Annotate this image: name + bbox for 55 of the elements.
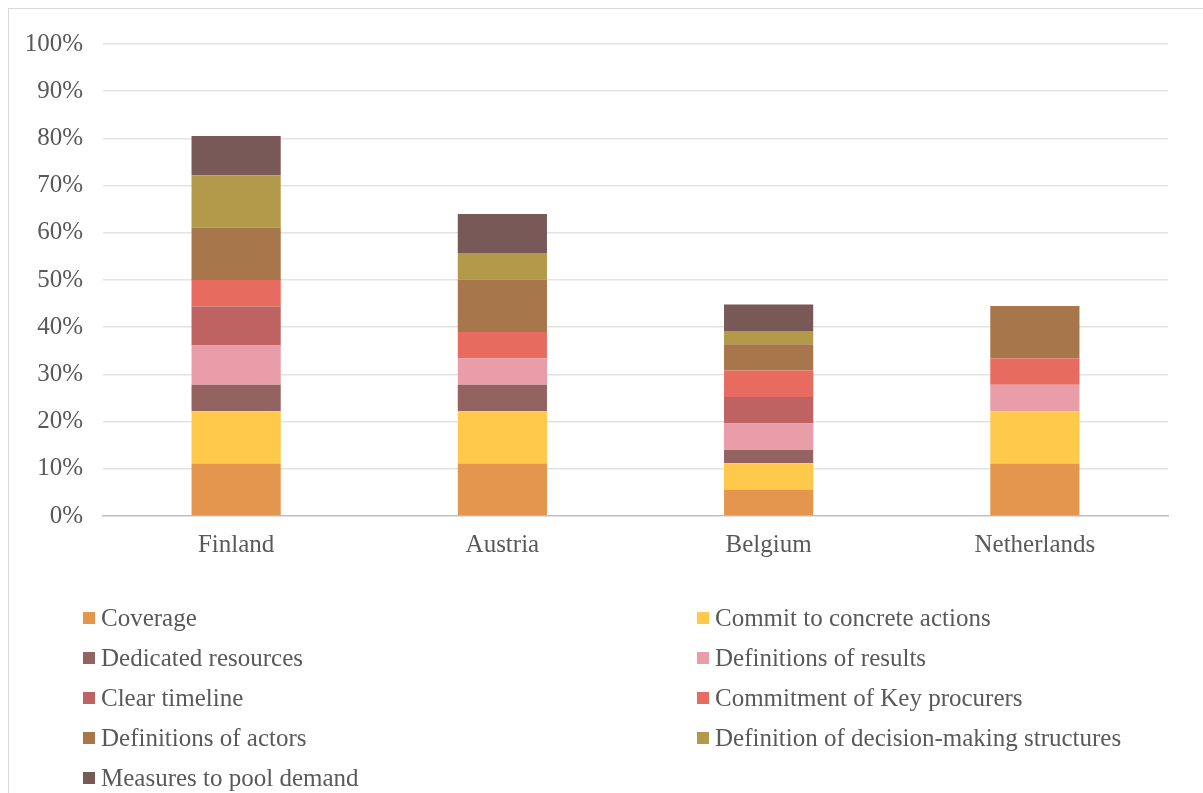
bar — [724, 397, 814, 424]
bar — [457, 213, 547, 254]
bar — [191, 136, 281, 176]
y-tick-label: 100% — [24, 28, 83, 56]
x-tick-label: Finland — [197, 529, 275, 557]
bar — [724, 304, 814, 331]
legend-label: Dedicated resources — [101, 644, 303, 672]
y-tick-label: 40% — [37, 311, 83, 339]
x-tick-label: Netherlands — [974, 529, 1096, 557]
bar — [457, 331, 547, 359]
bar — [191, 384, 281, 412]
bar — [724, 489, 814, 516]
bar — [191, 463, 281, 516]
bar — [457, 358, 547, 385]
legend-label: Commitment of Key procurers — [715, 684, 1023, 712]
bar — [191, 280, 281, 307]
bar — [990, 358, 1080, 385]
bar — [990, 411, 1080, 464]
bar — [724, 449, 814, 464]
bar — [191, 227, 281, 280]
bar — [457, 463, 547, 516]
bar — [191, 175, 281, 228]
bar — [724, 330, 814, 345]
y-tick-label: 50% — [37, 264, 83, 292]
bar — [724, 463, 814, 490]
bar — [724, 344, 814, 371]
legend-label: Commit to concrete actions — [715, 604, 991, 632]
y-tick-label: 0% — [49, 500, 83, 528]
legend-label: Definitions of actors — [101, 724, 307, 752]
bar — [457, 253, 547, 280]
bar — [191, 411, 281, 464]
bar — [457, 279, 547, 332]
x-tick-label: Austria — [465, 529, 540, 557]
bar — [990, 305, 1080, 359]
bar — [990, 384, 1080, 412]
bar — [457, 384, 547, 412]
bar — [990, 463, 1080, 516]
y-tick-label: 80% — [37, 122, 83, 150]
legend-label: Definition of decision-making structures — [715, 724, 1122, 752]
y-tick-label: 60% — [37, 217, 83, 245]
bar — [724, 423, 814, 450]
legend-label: Measures to pool demand — [101, 764, 359, 792]
bar — [191, 345, 281, 385]
bar — [724, 370, 814, 398]
y-tick-label: 20% — [37, 406, 83, 434]
y-tick-label: 70% — [37, 170, 83, 198]
y-tick-label: 90% — [37, 75, 83, 103]
bar — [191, 306, 281, 346]
legend-label: Clear timeline — [101, 684, 244, 712]
bar — [457, 411, 547, 464]
x-tick-label: Belgium — [725, 529, 813, 557]
legend-label: Definitions of results — [715, 644, 927, 672]
legend-label: Coverage — [101, 604, 197, 632]
y-tick-label: 30% — [37, 358, 83, 386]
y-tick-label: 10% — [37, 453, 83, 481]
